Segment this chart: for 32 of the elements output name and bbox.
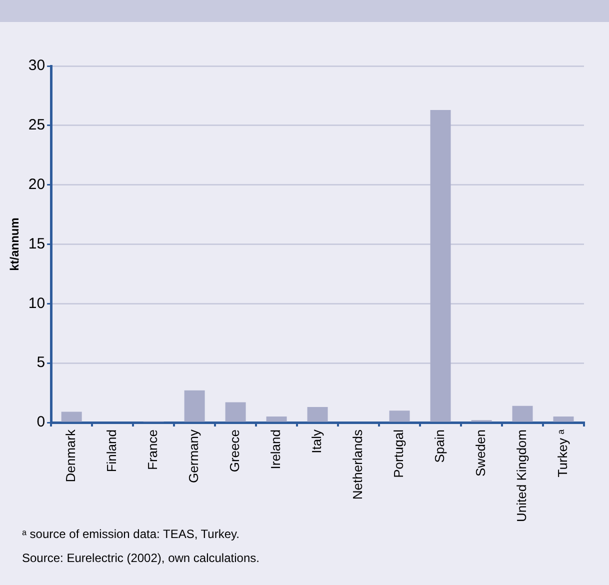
- bar: [61, 412, 82, 422]
- y-tick-label: 20: [28, 176, 46, 193]
- x-tick-label: Denmark: [63, 429, 78, 482]
- y-tick-label: 5: [36, 354, 46, 372]
- y-tick-label: 0: [36, 414, 46, 431]
- x-tick-label: Netherlands: [350, 429, 366, 500]
- x-tick-label: Greece: [227, 430, 242, 472]
- y-tick-label: 25: [28, 116, 46, 134]
- bar: [266, 416, 287, 422]
- bar: [225, 402, 246, 422]
- bar: [389, 410, 410, 422]
- x-tick-label: Italy: [309, 429, 324, 454]
- x-tick-label: Turkey ᵃ: [555, 429, 570, 478]
- x-tick-label: Portugal: [391, 429, 406, 478]
- bar: [184, 390, 205, 422]
- x-tick-label: Finland: [104, 430, 120, 472]
- bar: [553, 416, 574, 422]
- y-tick-label: 10: [28, 294, 46, 312]
- x-tick-label: United Kingdom: [514, 430, 530, 522]
- x-tick-label: Spain: [432, 430, 448, 463]
- x-tick-label: France: [145, 430, 160, 470]
- y-tick-label: 15: [28, 235, 46, 252]
- y-axis-title: kt/annum: [8, 218, 22, 271]
- bar: [430, 110, 451, 422]
- x-tick-label: Ireland: [268, 430, 284, 470]
- x-tick-label: Sweden: [473, 430, 488, 476]
- x-tick-label: Germany: [186, 429, 202, 483]
- text: ᵃ source of emission data: TEAS, Turkey.: [22, 526, 240, 543]
- source-note: Source: Eurelectric (2002), own calculations.: [22, 550, 260, 567]
- bar: [307, 407, 328, 422]
- y-tick-label: 30: [28, 57, 46, 74]
- bar: [512, 406, 533, 422]
